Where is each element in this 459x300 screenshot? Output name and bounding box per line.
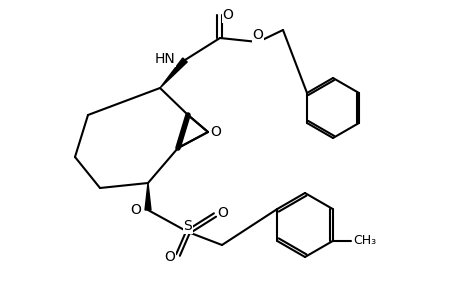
Polygon shape <box>160 58 187 88</box>
Text: O: O <box>217 206 228 220</box>
Polygon shape <box>145 183 151 210</box>
Text: O: O <box>222 8 233 22</box>
Text: O: O <box>130 203 141 217</box>
Text: CH₃: CH₃ <box>353 235 375 248</box>
Text: O: O <box>210 125 221 139</box>
Text: O: O <box>252 28 263 42</box>
Text: O: O <box>164 250 175 264</box>
Text: S: S <box>183 219 192 233</box>
Text: HN: HN <box>154 52 174 66</box>
